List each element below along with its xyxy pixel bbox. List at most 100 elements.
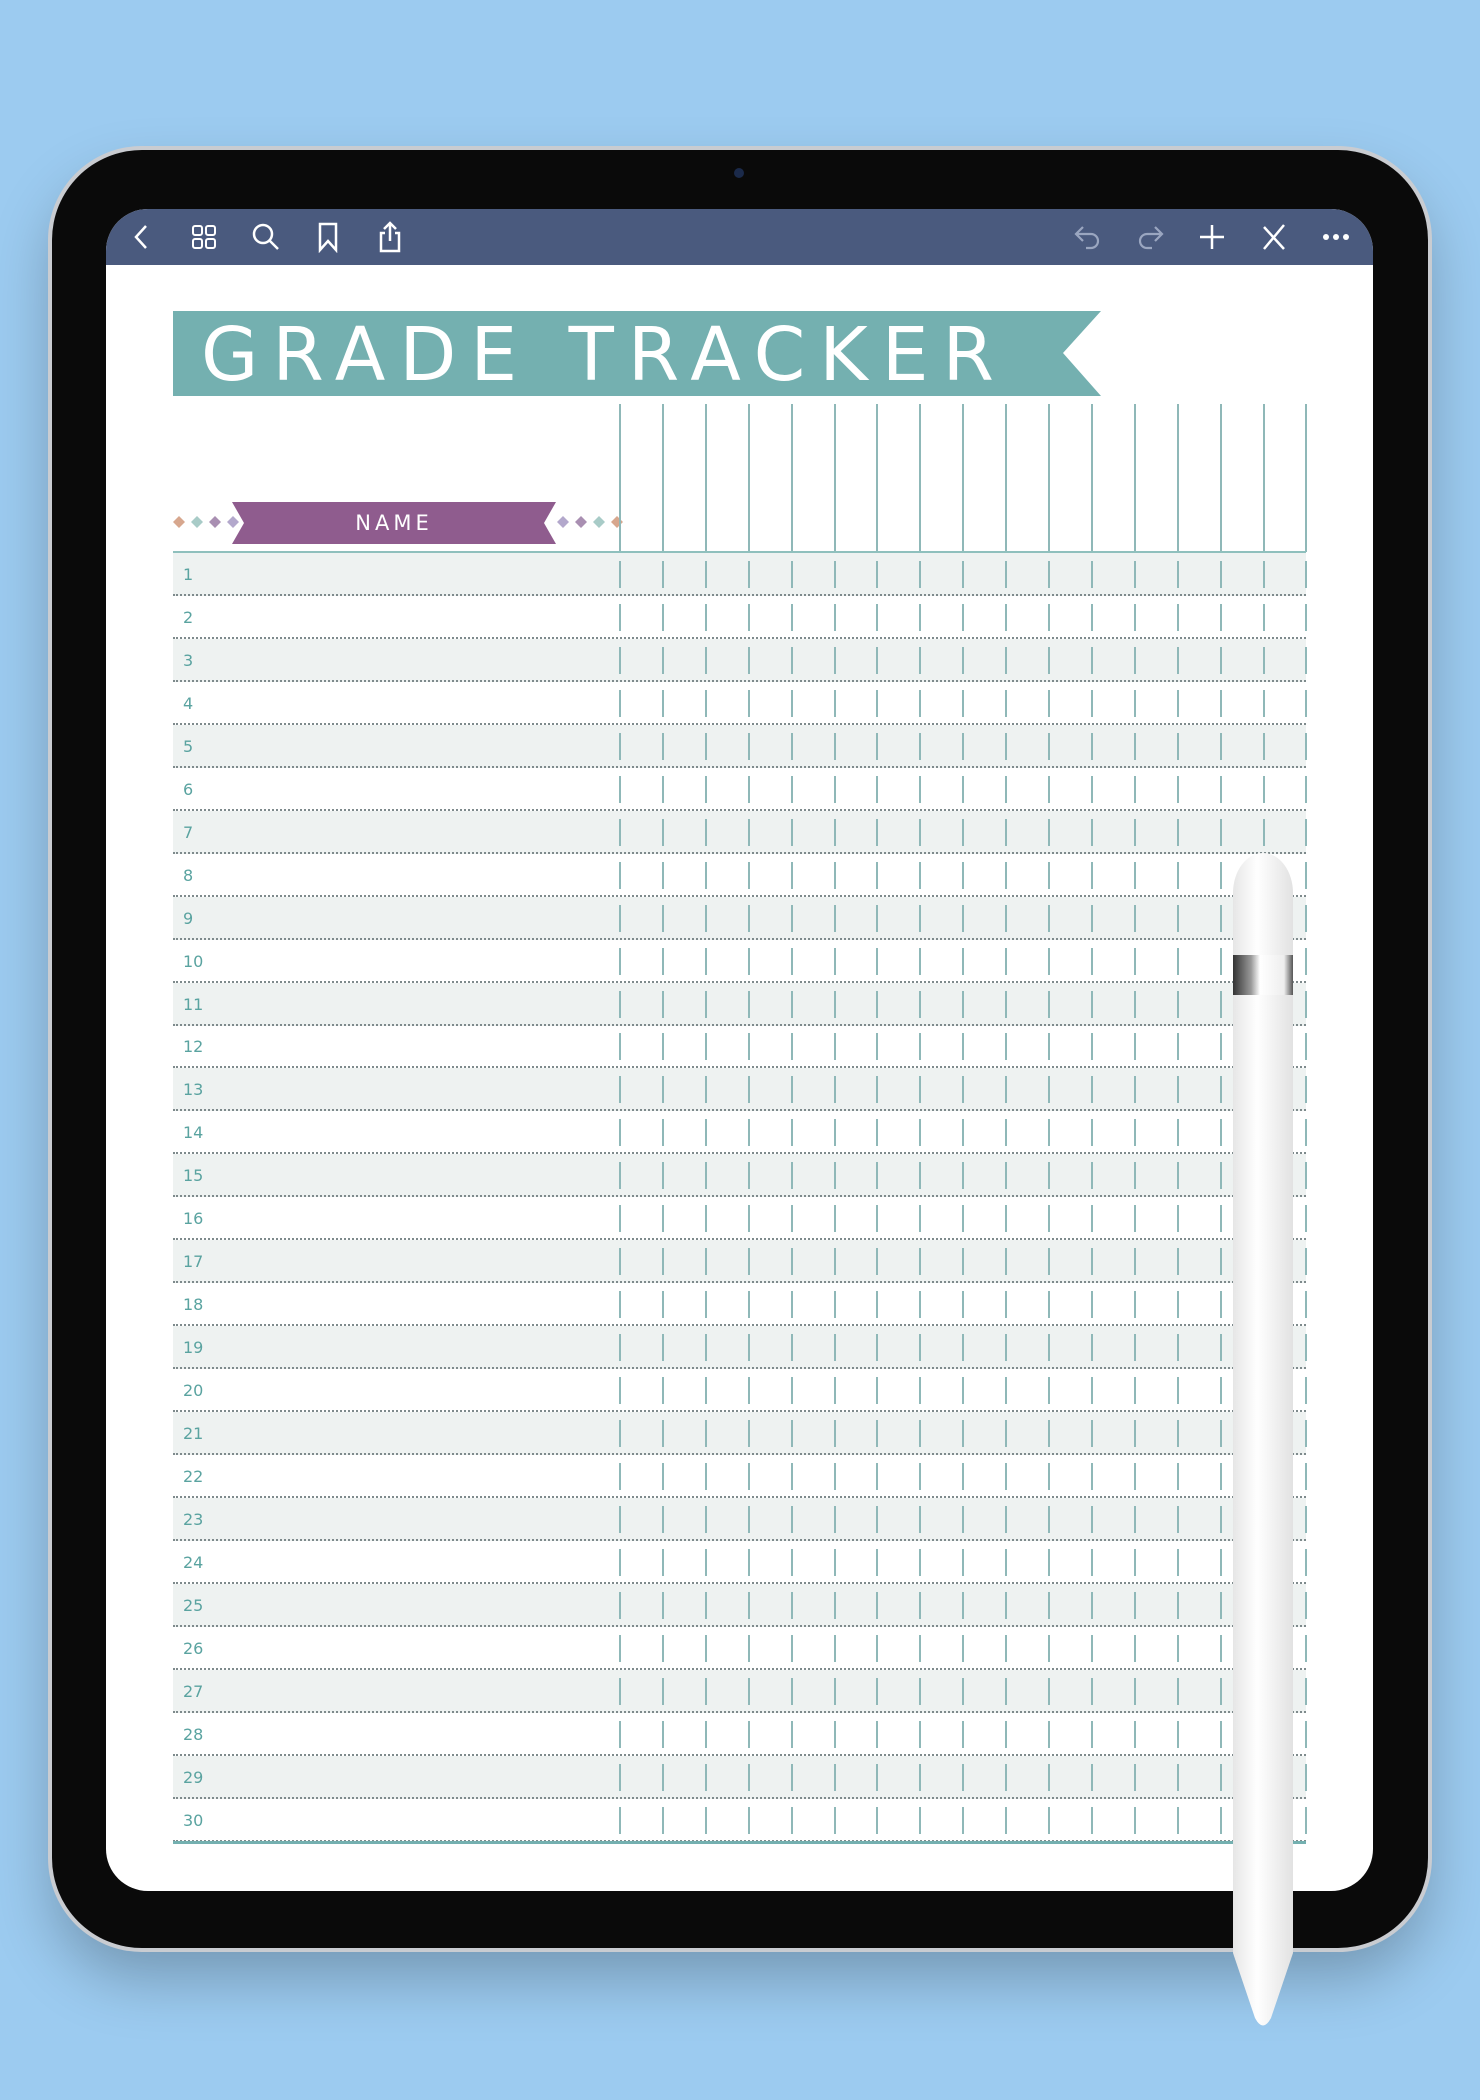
- back-button[interactable]: [126, 221, 158, 253]
- cell-divider: [619, 1334, 621, 1362]
- table-row[interactable]: 11: [173, 982, 1306, 1026]
- table-row[interactable]: 15: [173, 1154, 1306, 1198]
- cell-divider: [833, 1162, 836, 1190]
- cell-divider: [1305, 1720, 1308, 1748]
- cell-divider: [790, 1462, 793, 1490]
- share-button[interactable]: [374, 221, 406, 253]
- cell-divider: [1219, 818, 1222, 846]
- add-page-button[interactable]: [1196, 221, 1228, 253]
- table-row[interactable]: 7: [173, 810, 1306, 854]
- cell-divider: [661, 990, 664, 1018]
- cell-divider: [919, 947, 922, 975]
- cell-divider: [962, 1119, 965, 1147]
- table-row[interactable]: 23: [173, 1497, 1306, 1541]
- apple-pencil: [1233, 853, 1293, 2026]
- cell-divider: [1048, 1033, 1050, 1061]
- table-row[interactable]: 6: [173, 768, 1306, 811]
- table-row[interactable]: 24: [173, 1541, 1306, 1584]
- cell-divider: [1219, 1720, 1222, 1748]
- table-row[interactable]: 1: [173, 553, 1306, 596]
- cell-divider: [919, 1720, 922, 1748]
- thumbnails-button[interactable]: [188, 221, 220, 253]
- cell-divider: [833, 1248, 836, 1276]
- cell-divider: [619, 818, 621, 846]
- cell-divider: [1005, 1505, 1008, 1533]
- cell-divider: [962, 1634, 965, 1662]
- bookmark-button[interactable]: [312, 221, 344, 254]
- cell-divider: [619, 1505, 621, 1533]
- search-button[interactable]: [250, 221, 282, 253]
- table-row[interactable]: 10: [173, 940, 1306, 983]
- row-number: 25: [183, 1595, 204, 1615]
- cell-divider: [704, 1763, 707, 1791]
- table-row[interactable]: 4: [173, 682, 1306, 725]
- cell-divider: [1133, 990, 1136, 1018]
- table-row[interactable]: 29: [173, 1755, 1306, 1799]
- table-row[interactable]: 3: [173, 638, 1306, 682]
- cell-divider: [790, 947, 793, 975]
- cell-divider: [1090, 1076, 1093, 1104]
- table-row[interactable]: 9: [173, 896, 1306, 940]
- cell-divider: [790, 561, 793, 588]
- row-number: 18: [183, 1295, 204, 1315]
- redo-button[interactable]: [1134, 221, 1166, 253]
- cell-divider: [1005, 1634, 1008, 1662]
- cell-divider: [1005, 1248, 1008, 1276]
- cell-divider: [661, 861, 664, 889]
- cell-divider: [790, 1763, 793, 1791]
- cell-divider: [1048, 1720, 1050, 1748]
- row-number: 21: [183, 1424, 204, 1443]
- cell-divider: [876, 1119, 879, 1147]
- table-row[interactable]: 8: [173, 854, 1306, 897]
- cell-divider: [747, 990, 750, 1018]
- cell-divider: [747, 947, 750, 975]
- cell-divider: [1262, 603, 1265, 631]
- cell-divider: [790, 775, 793, 803]
- cell-divider: [962, 1591, 965, 1619]
- table-row[interactable]: 13: [173, 1068, 1306, 1112]
- cell-divider: [876, 1291, 879, 1319]
- table-row[interactable]: 22: [173, 1455, 1306, 1498]
- cell-divider: [1048, 1248, 1050, 1276]
- row-number: 10: [183, 951, 204, 971]
- table-row[interactable]: 19: [173, 1326, 1306, 1370]
- table-row[interactable]: 30: [173, 1799, 1306, 1842]
- column-header-line: [1262, 404, 1265, 552]
- cell-divider: [876, 861, 879, 889]
- table-row[interactable]: 12: [173, 1025, 1306, 1069]
- cell-divider: [1090, 1763, 1093, 1791]
- table-row[interactable]: 26: [173, 1627, 1306, 1670]
- cell-divider: [704, 861, 707, 889]
- pen-tools-button[interactable]: [1258, 221, 1290, 253]
- cell-divider: [790, 1548, 793, 1576]
- table-row[interactable]: 5: [173, 724, 1306, 768]
- cell-divider: [1090, 1806, 1093, 1834]
- table-row[interactable]: 2: [173, 596, 1306, 639]
- cell-divider: [1133, 1291, 1136, 1319]
- table-row[interactable]: 17: [173, 1240, 1306, 1284]
- table-row[interactable]: 14: [173, 1111, 1306, 1155]
- cell-divider: [833, 947, 836, 975]
- diamond: [191, 516, 203, 528]
- screen: GRADE TRACKER NAME 1 2 3 4 5 6 7 8 9 10 11 12 13 14 15…: [106, 209, 1373, 1891]
- cell-divider: [919, 1806, 922, 1834]
- table-row[interactable]: 25: [173, 1583, 1306, 1627]
- cell-divider: [619, 1634, 621, 1662]
- table-row[interactable]: 21: [173, 1412, 1306, 1455]
- table-row[interactable]: 20: [173, 1369, 1306, 1413]
- undo-button[interactable]: [1072, 221, 1104, 253]
- cell-divider: [747, 1763, 750, 1791]
- table-row[interactable]: 16: [173, 1197, 1306, 1241]
- table-row[interactable]: 27: [173, 1669, 1306, 1713]
- cell-divider: [1219, 1119, 1222, 1147]
- cell-divider: [1005, 1205, 1008, 1233]
- table-row[interactable]: 28: [173, 1713, 1306, 1756]
- more-button[interactable]: [1320, 221, 1352, 253]
- cell-divider: [661, 1033, 664, 1061]
- cell-divider: [704, 1591, 707, 1619]
- table-row[interactable]: 18: [173, 1283, 1306, 1327]
- cell-divider: [661, 1119, 664, 1147]
- cell-divider: [790, 1377, 793, 1405]
- cell-divider: [1305, 1634, 1308, 1662]
- cell-divider: [619, 904, 621, 932]
